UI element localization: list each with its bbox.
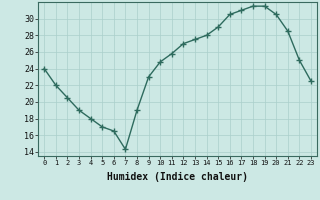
X-axis label: Humidex (Indice chaleur): Humidex (Indice chaleur) <box>107 172 248 182</box>
